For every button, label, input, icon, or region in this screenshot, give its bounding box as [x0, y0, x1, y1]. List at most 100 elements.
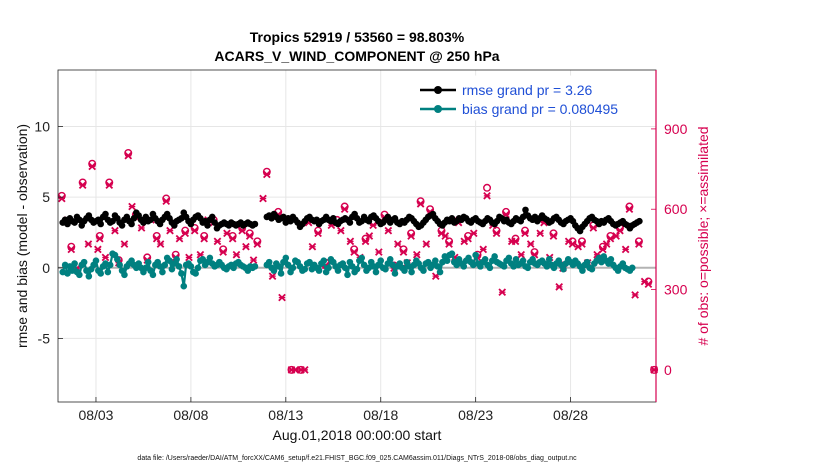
obs-assimilated-marker [416, 200, 425, 208]
obs-assimilated-marker [483, 192, 491, 200]
bias-point [348, 263, 356, 270]
x-tick-label: 08/08 [173, 407, 208, 423]
obs-assimilated-marker [278, 293, 286, 302]
obs-assimilated-marker [365, 232, 374, 240]
bias-point [432, 257, 439, 265]
obs-assimilated-marker [181, 229, 190, 238]
rmse-point [71, 219, 78, 226]
obs-assimilated-marker [67, 245, 76, 254]
obs-assimilated-marker [602, 240, 611, 248]
rmse-point [130, 215, 138, 222]
obs-assimilated-marker [498, 288, 507, 297]
obs-assimilated-marker [175, 234, 184, 243]
obs-assimilated-marker [200, 234, 209, 243]
obs-assimilated-marker [223, 229, 231, 238]
obs-assimilated-marker [350, 248, 358, 256]
obs-assimilated-marker [399, 248, 408, 256]
bias-point [579, 267, 586, 274]
bias-point [512, 256, 520, 263]
bias-point [64, 270, 71, 277]
bias-point [545, 256, 553, 263]
legend-label-bias: bias grand pr = 0.080495 [462, 101, 618, 117]
bias-point [80, 258, 88, 266]
obs-assimilated-marker [57, 194, 66, 203]
bias-point [607, 256, 615, 263]
obs-assimilated-marker [94, 245, 102, 254]
obs-assimilated-marker [555, 283, 564, 291]
bias-point [144, 258, 152, 266]
obs-assimilated-marker [105, 181, 114, 189]
obs-assimilated-marker [640, 277, 649, 286]
obs-assimilated-marker [337, 226, 345, 235]
rmse-point [204, 222, 211, 229]
obs-assimilated-marker [152, 234, 161, 243]
bias-point [265, 258, 273, 266]
x-axis-label: Aug.01,2018 00:00:00 start [273, 427, 442, 443]
obs-assimilated-marker [407, 232, 415, 240]
obs-assimilated-marker [384, 226, 393, 235]
y-tick-label-right: 600 [664, 201, 688, 217]
bias-point [251, 263, 259, 270]
legend-marker-rmse [434, 86, 442, 94]
obs-assimilated-marker [612, 232, 620, 240]
obs-assimilated-marker [536, 229, 545, 238]
obs-assimilated-marker [262, 170, 271, 179]
obs-assimilated-marker [445, 240, 453, 248]
bias-point [270, 267, 278, 274]
obs-assimilated-marker [162, 197, 171, 206]
obs-assimilated-marker [564, 237, 573, 246]
obs-assimilated-marker [507, 237, 516, 246]
bias-point [306, 258, 313, 266]
bias-point [121, 271, 128, 279]
rmse-point [636, 217, 643, 225]
obs-assimilated-marker [101, 253, 110, 262]
x-tick-label: 08/03 [78, 407, 113, 423]
obs-assimilated-marker [166, 226, 174, 235]
bias-point [325, 264, 332, 272]
bias-point [382, 265, 389, 273]
obs-assimilated-marker [517, 250, 526, 259]
bias-point [114, 256, 121, 263]
rmse-point [346, 219, 354, 226]
bias-point [192, 270, 199, 277]
bias-point [372, 268, 380, 276]
obs-assimilated-marker [111, 226, 119, 235]
obs-assimilated-marker [574, 242, 583, 251]
obs-assimilated-marker [616, 226, 624, 235]
bias-point [583, 258, 591, 266]
bias-point [97, 270, 105, 277]
y-axis-label: rmse and bias (model - observation) [14, 124, 30, 348]
obs-assimilated-marker [441, 232, 450, 240]
x-tick-label: 08/28 [553, 407, 588, 423]
obs-assimilated-marker [412, 250, 421, 259]
bias-point [161, 261, 169, 269]
bias-point [424, 258, 432, 266]
bias-point [472, 251, 479, 259]
rmse-point [384, 213, 392, 221]
bias-point [194, 264, 202, 272]
bias-point [420, 267, 427, 274]
y-tick-label-left: 10 [34, 119, 50, 135]
bias-point [408, 268, 415, 276]
obs-assimilated-marker [492, 229, 501, 238]
obs-assimilated-marker [291, 366, 300, 374]
obs-assimilated-marker [300, 366, 309, 374]
bias-point [491, 253, 498, 260]
rmse-point [522, 206, 529, 214]
bias-point [142, 264, 150, 272]
bias-point [443, 257, 451, 265]
bias-point [588, 265, 596, 273]
obs-assimilated-marker [128, 202, 136, 211]
obs-assimilated-marker [308, 242, 317, 251]
obs-assimilated-marker [460, 237, 469, 246]
bias-point [76, 271, 83, 279]
bias-point [360, 261, 368, 269]
bias-point [377, 257, 385, 265]
obs-possible-marker [483, 183, 492, 192]
bias-point [159, 268, 166, 276]
bias-point [178, 270, 185, 277]
bias-point [104, 268, 112, 276]
bias-point [277, 270, 285, 277]
rmse-point [208, 213, 216, 221]
obs-assimilated-marker [185, 253, 193, 262]
